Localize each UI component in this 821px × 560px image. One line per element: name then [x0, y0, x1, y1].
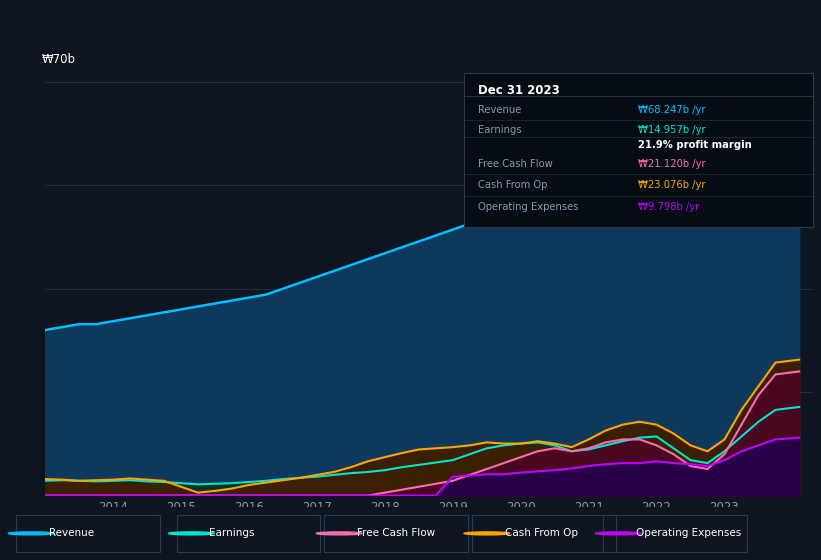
Text: ₩68.247b /yr: ₩68.247b /yr	[639, 105, 706, 115]
Text: Cash From Op: Cash From Op	[478, 180, 548, 190]
Text: Dec 31 2023: Dec 31 2023	[478, 83, 560, 96]
Text: Earnings: Earnings	[478, 125, 521, 135]
Text: Cash From Op: Cash From Op	[505, 529, 578, 538]
Text: Free Cash Flow: Free Cash Flow	[357, 529, 435, 538]
Text: Earnings: Earnings	[209, 529, 255, 538]
Text: ₩14.957b /yr: ₩14.957b /yr	[639, 125, 706, 135]
Text: Operating Expenses: Operating Expenses	[478, 202, 578, 212]
Circle shape	[168, 532, 214, 535]
Circle shape	[316, 532, 362, 535]
Text: ₩70b: ₩70b	[41, 53, 76, 66]
Text: Free Cash Flow: Free Cash Flow	[478, 158, 553, 169]
Text: ₩0: ₩0	[41, 508, 60, 521]
Text: Revenue: Revenue	[49, 529, 94, 538]
Circle shape	[8, 532, 54, 535]
Text: ₩9.798b /yr: ₩9.798b /yr	[639, 202, 699, 212]
Circle shape	[464, 532, 510, 535]
Text: ₩23.076b /yr: ₩23.076b /yr	[639, 180, 706, 190]
Text: Operating Expenses: Operating Expenses	[636, 529, 741, 538]
Text: Revenue: Revenue	[478, 105, 521, 115]
Text: ₩21.120b /yr: ₩21.120b /yr	[639, 158, 706, 169]
Circle shape	[595, 532, 641, 535]
Text: 21.9% profit margin: 21.9% profit margin	[639, 140, 752, 150]
